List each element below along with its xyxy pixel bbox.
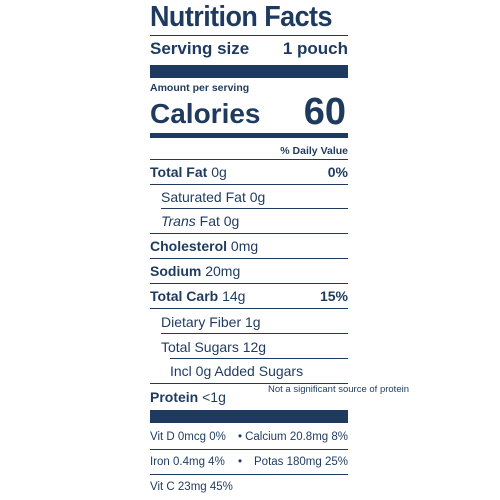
total-fat-pct: 0% (327, 164, 348, 180)
row-divider (150, 184, 348, 185)
saturated-fat-label: Saturated Fat 0g (161, 189, 266, 205)
vit-c: Vit C 23mg 45% (150, 481, 233, 493)
row-divider (161, 333, 348, 334)
calcium: Calcium 20.8mg 8% (245, 431, 348, 443)
potassium: Potas 180mg 25% (254, 456, 348, 468)
total-carb-amount: 14g (222, 288, 246, 304)
row-divider (150, 383, 348, 384)
cholesterol-amount: 0mg (230, 238, 259, 254)
vit-d: Vit D 0mcg 0% (150, 431, 226, 443)
sodium-row: Sodium 20mg (150, 262, 348, 280)
footer-row-1: Vit D 0mcg 0% • Calcium 20.8mg 8% (150, 429, 348, 445)
row-divider (150, 474, 348, 475)
dietary-fiber-row: Dietary Fiber 1g (150, 313, 348, 331)
calories-row: Calories 60 (150, 91, 348, 133)
calories-label: Calories (150, 98, 261, 129)
total-carb-row: Total Carb 14g 15% (150, 287, 348, 305)
row-divider (150, 159, 348, 160)
cholesterol-row: Cholesterol 0mg (150, 237, 348, 255)
total-carb-label: Total Carb (150, 288, 219, 304)
footer-row-2: Iron 0.4mg 4% • Potas 180mg 25% (150, 454, 348, 470)
title-divider (150, 35, 348, 36)
total-sugars-label: Total Sugars 12g (161, 339, 267, 355)
row-divider (161, 208, 348, 209)
amount-per-serving: Amount per serving (150, 82, 250, 94)
footer-bullet: • (238, 456, 243, 468)
iron: Iron 0.4mg 4% (150, 456, 225, 468)
saturated-fat-row: Saturated Fat 0g (150, 188, 348, 206)
thick-divider-top (150, 65, 348, 78)
total-fat-amount: 0g (211, 164, 227, 180)
serving-size-value: 1 pouch (282, 39, 348, 58)
daily-value-header: % Daily Value (280, 145, 348, 157)
sodium-amount: 20mg (205, 263, 241, 279)
dietary-fiber-label: Dietary Fiber 1g (161, 314, 261, 330)
sodium-label: Sodium (150, 263, 202, 279)
footer-row-3: Vit C 23mg 45% (150, 479, 348, 495)
added-sugars-label: Incl 0g Added Sugars (170, 363, 304, 379)
row-divider (170, 358, 348, 359)
trans-fat-italic: Trans (161, 213, 196, 229)
label-title: Nutrition Facts (150, 1, 332, 33)
serving-size-row: Serving size 1 pouch (150, 38, 348, 60)
trans-fat-row: Trans Fat 0g (150, 212, 348, 230)
protein-row: Protein <1g Not a significant source of … (150, 384, 409, 410)
row-divider (150, 308, 348, 309)
row-divider (150, 233, 348, 234)
medium-divider (150, 133, 348, 138)
cholesterol-label: Cholesterol (150, 238, 228, 254)
serving-size-label: Serving size (150, 39, 250, 58)
total-sugars-row: Total Sugars 12g (150, 338, 348, 356)
row-divider (150, 449, 348, 450)
protein-note: Not a significant source of protein (268, 384, 409, 395)
protein-amount: <1g (202, 389, 226, 405)
footer-bullet: • (238, 431, 243, 443)
protein-label: Protein (150, 389, 199, 405)
total-carb-pct: 15% (319, 288, 348, 304)
added-sugars-row: Incl 0g Added Sugars (150, 362, 348, 380)
trans-fat-rest: Fat 0g (199, 213, 240, 229)
row-divider (150, 283, 348, 284)
row-divider (150, 258, 348, 259)
total-fat-label: Total Fat (150, 164, 208, 180)
calories-value: 60 (303, 91, 346, 133)
nutrition-facts-label: Nutrition Facts Serving size 1 pouch Amo… (150, 0, 409, 500)
thick-divider-bottom (150, 410, 348, 423)
total-fat-row: Total Fat 0g 0% (150, 163, 348, 181)
